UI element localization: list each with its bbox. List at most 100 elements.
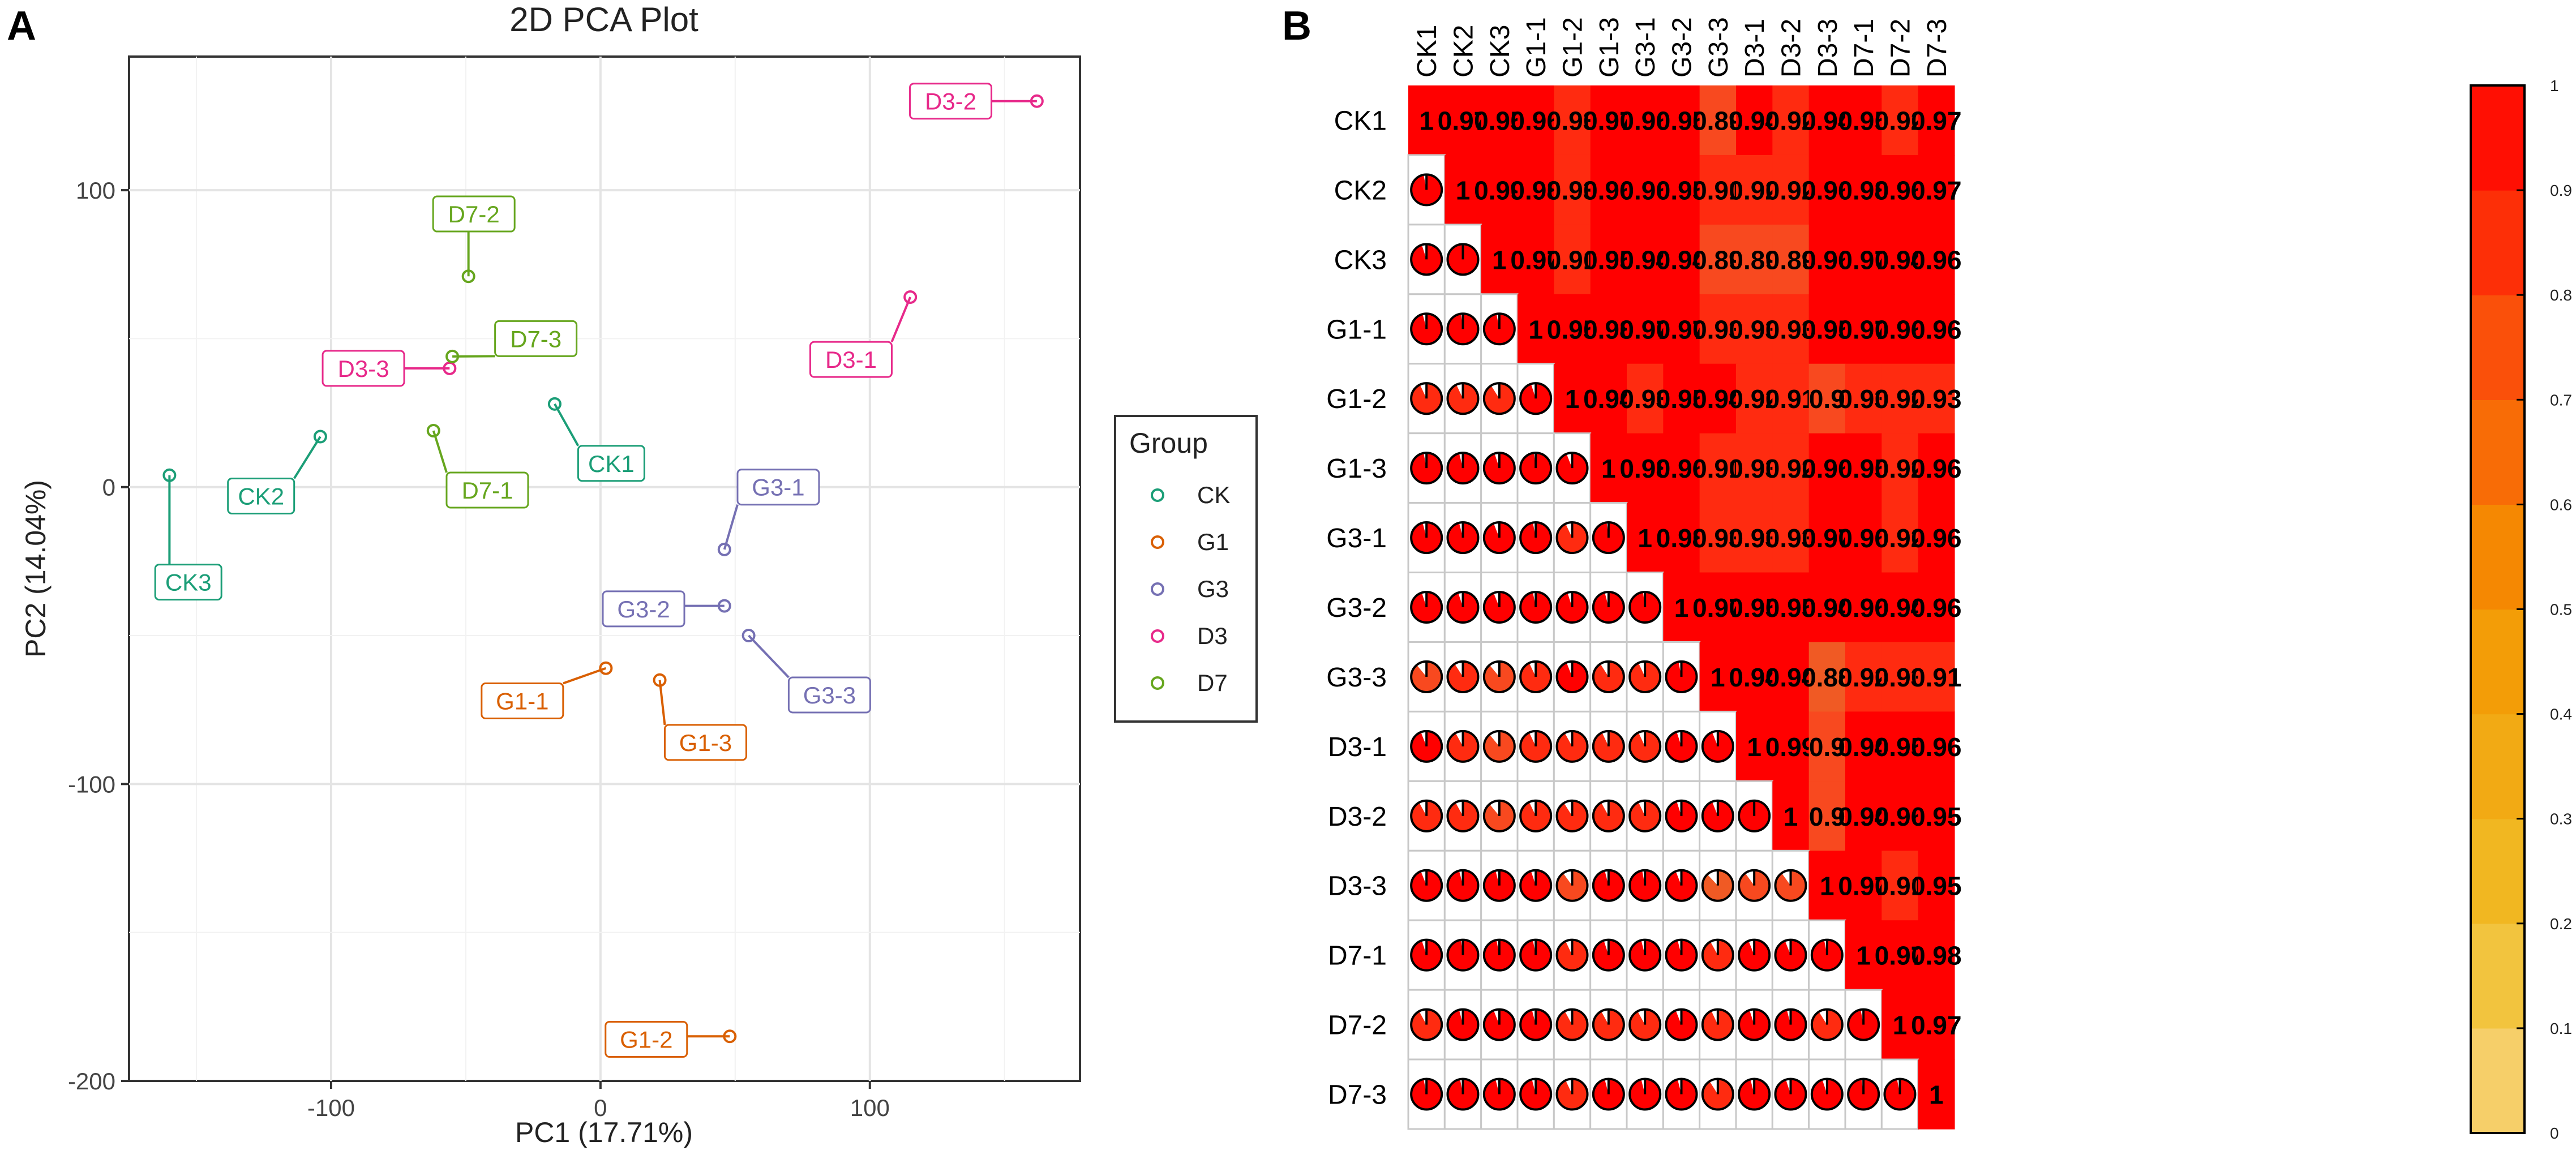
legend-key-d7 (1151, 676, 1164, 690)
pca-y-tick-label: -200 (68, 1068, 115, 1094)
pca-leader-line (890, 297, 912, 342)
pca-label-box (909, 83, 993, 120)
heatmap-cell-value: 0.93 (1692, 523, 1743, 553)
heatmap-cell (1881, 85, 1919, 156)
pca-point (461, 269, 475, 284)
pca-label-box (787, 676, 871, 714)
heatmap-cell (1845, 294, 1882, 364)
heatmap-cell (1663, 224, 1700, 295)
heatmap-cell-value: 0.98 (1656, 523, 1707, 553)
heatmap-cell-value: 1 (1820, 872, 1835, 901)
heatmap-row-label: D3-1 (1328, 732, 1387, 762)
heatmap-pie-outline (1628, 869, 1662, 902)
heatmap-cell (1590, 154, 1627, 225)
heatmap-cell (1736, 154, 1773, 225)
heatmap-cell-value: 0.94 (1838, 802, 1889, 831)
pca-label-box (494, 320, 578, 357)
pca-point (1030, 94, 1044, 108)
heatmap-cell (1918, 503, 1955, 573)
heatmap-pie-outline (1482, 869, 1516, 902)
heatmap-row-label: CK2 (1334, 175, 1387, 205)
heatmap-cell (1772, 642, 1810, 712)
heatmap-cell-value: 0.96 (1619, 175, 1670, 205)
heatmap-pie-slice (1702, 870, 1733, 901)
heatmap-cell-value: 0.93 (1547, 175, 1598, 205)
heatmap-pie-slice (1630, 870, 1661, 901)
heatmap-cell (1772, 433, 1810, 504)
heatmap-cell (1699, 572, 1737, 643)
heatmap-pie-slice (1484, 939, 1515, 971)
heatmap-cell-value: 0.97 (1692, 593, 1743, 623)
legend-label-ck: CK (1197, 482, 1230, 508)
heatmap-column-label: D7-2 (1886, 19, 1916, 78)
heatmap-cell (1663, 572, 1700, 643)
heatmap-cell-value: 0.96 (1911, 523, 1962, 553)
heatmap-cell-value: 0.95 (1656, 175, 1707, 205)
heatmap-cell-value: 0.89 (1692, 245, 1743, 274)
heatmap-pie-slice (1666, 939, 1697, 971)
pca-y-axis-label: PC2 (14.04%) (20, 480, 52, 658)
heatmap-pie-outline (1774, 869, 1807, 902)
heatmap-cell (1590, 224, 1627, 295)
heatmap-cell (1918, 642, 1955, 712)
colorbar-tick-label: 0 (2550, 1124, 2559, 1142)
heatmap-cell-value: 0.96 (1875, 802, 1926, 831)
heatmap-cell (1736, 224, 1773, 295)
heatmap-pie-slice (1593, 939, 1624, 971)
heatmap-cell-value: 0.97 (1911, 106, 1962, 135)
heatmap-cell (1663, 503, 1700, 573)
heatmap-cell-value: 0.93 (1692, 315, 1743, 344)
pca-point (445, 349, 460, 363)
heatmap-cell-value: 0.91 (1692, 175, 1743, 205)
heatmap-cell (1627, 85, 1664, 156)
pca-leader-line (563, 667, 607, 685)
heatmap-cell (1845, 224, 1882, 295)
heatmap-row-label: D7-1 (1328, 941, 1387, 971)
heatmap-cell (1554, 85, 1591, 156)
pca-point (903, 290, 918, 304)
colorbar-segment (2471, 1028, 2524, 1134)
pca-leader-line (432, 430, 448, 473)
heatmap-row-label: D7-2 (1328, 1011, 1387, 1041)
heatmap-cell-value: 0.94 (1802, 593, 1853, 623)
heatmap-pie-outline (1665, 869, 1698, 902)
heatmap-cell-value: 0.93 (1765, 315, 1816, 344)
heatmap-cell (1881, 920, 1919, 990)
heatmap-cell-value: 0.94 (1619, 245, 1670, 274)
heatmap-cell-value: 1 (1711, 663, 1725, 692)
heatmap-cell (1554, 363, 1591, 434)
panel-b-letter: B (1282, 3, 1311, 49)
heatmap-pie-slice (1411, 870, 1442, 901)
heatmap-cell-value: 0.94 (1583, 384, 1634, 414)
heatmap-pie-slice (1484, 522, 1515, 553)
colorbar-tick-label: 0.4 (2550, 706, 2572, 723)
heatmap-cell (1736, 572, 1773, 643)
heatmap-cell-value: 0.93 (1729, 523, 1780, 553)
pca-point (547, 397, 562, 411)
heatmap-cell-value: 0.97 (1438, 106, 1489, 135)
heatmap-pie-slice (1593, 1009, 1624, 1040)
heatmap-cell-value: 1 (1893, 1011, 1908, 1040)
heatmap-cell-value: 0.97 (1802, 523, 1853, 553)
heatmap-colorbar: 0 0.1 0.2 0.3 0.4 0.5 0.6 0.7 0.8 0.9 1 (2470, 77, 2572, 1142)
heatmap-cell-value: 0.98 (1838, 175, 1889, 205)
legend-key-ck (1151, 488, 1164, 502)
heatmap-pie-slice (1557, 870, 1588, 901)
heatmap-cell (1918, 363, 1955, 434)
heatmap-cell-value: 0.96 (1911, 245, 1962, 274)
heatmap-cell (1554, 294, 1591, 364)
heatmap-cell-value: 0.95 (1838, 454, 1889, 483)
heatmap-column-label: D7-1 (1849, 19, 1879, 78)
heatmap-cell (1627, 154, 1664, 225)
heatmap-pie-slice (1739, 870, 1770, 901)
heatmap-cell-value: 0.96 (1911, 593, 1962, 623)
heatmap-column-label: D7-3 (1922, 19, 1952, 78)
heatmap-cell (1845, 363, 1882, 434)
heatmap-cell (1881, 851, 1919, 921)
heatmap-cell-value: 0.92 (1765, 106, 1816, 135)
heatmap-cell (1736, 294, 1773, 364)
legend-key-d3 (1151, 629, 1164, 643)
heatmap-cell-value: 0.95 (1656, 106, 1707, 135)
heatmap-cell (1590, 294, 1627, 364)
heatmap-cell-value: 0.96 (1911, 732, 1962, 762)
